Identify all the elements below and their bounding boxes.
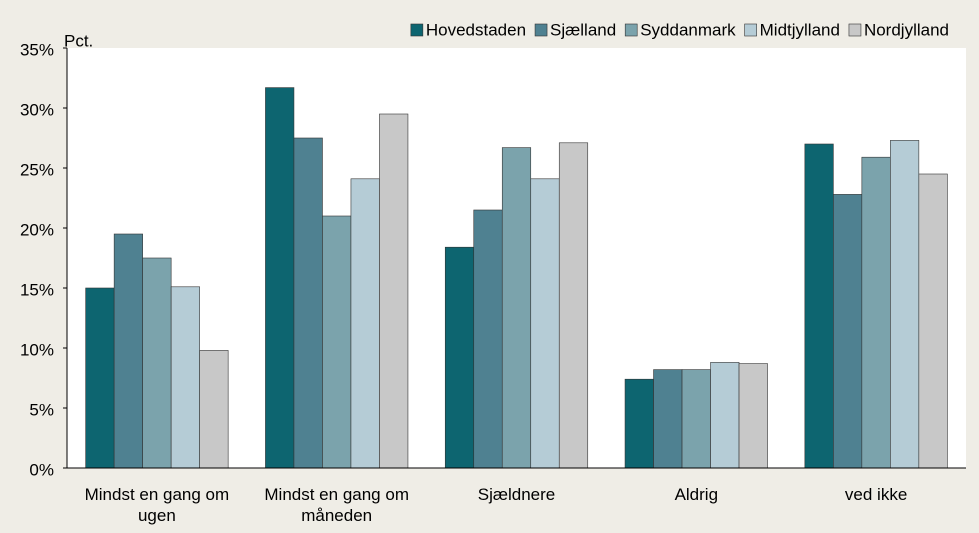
bar — [918, 173, 948, 469]
y-tick-label: 25% — [20, 160, 54, 179]
bar — [833, 194, 863, 469]
legend-label: Nordjylland — [864, 20, 949, 39]
bar — [85, 287, 115, 469]
bar — [473, 209, 503, 469]
bar — [199, 350, 229, 469]
legend-label: Sjælland — [550, 20, 616, 39]
bar — [890, 140, 920, 469]
bar — [293, 137, 323, 469]
legend-label: Hovedstaden — [426, 20, 526, 39]
y-tick-label: 10% — [20, 340, 54, 359]
bar — [710, 362, 740, 469]
y-tick-label: 35% — [20, 40, 54, 59]
bar — [379, 113, 409, 469]
bar — [861, 156, 891, 469]
legend-swatch — [744, 23, 757, 37]
y-tick-label: 30% — [20, 100, 54, 119]
bar — [738, 363, 768, 469]
y-tick-label: 20% — [20, 220, 54, 239]
bar — [322, 215, 352, 469]
legend-label: Midtjylland — [760, 20, 840, 39]
bar — [681, 369, 711, 469]
bar — [265, 87, 295, 469]
bar — [530, 178, 560, 469]
bar — [142, 257, 172, 469]
y-axis-label: Pct. — [64, 31, 93, 50]
bar — [113, 233, 143, 469]
x-tick-label: Mindst en gang om ugen — [84, 485, 230, 525]
x-tick-label: Mindst en gang om måneden — [264, 485, 409, 525]
bar — [501, 147, 532, 469]
legend-swatch — [534, 23, 548, 37]
y-tick-label: 15% — [20, 280, 54, 299]
bar — [350, 178, 380, 469]
x-tick-label: Sjældnere — [477, 485, 556, 504]
bar — [804, 143, 834, 469]
legend-swatch — [848, 23, 862, 37]
legend-swatch — [624, 23, 638, 37]
legend-label: Syddanmark — [640, 20, 736, 39]
x-tick-label: ved ikke — [844, 485, 908, 504]
y-tick-label: 5% — [29, 400, 54, 419]
y-tick-label: 0% — [29, 460, 54, 479]
x-tick-label: Aldrig — [674, 485, 719, 504]
bar — [653, 369, 683, 469]
bar — [170, 286, 200, 469]
bar — [444, 246, 475, 469]
bar — [558, 142, 589, 469]
legend-swatch — [410, 23, 424, 37]
bar — [624, 378, 654, 469]
